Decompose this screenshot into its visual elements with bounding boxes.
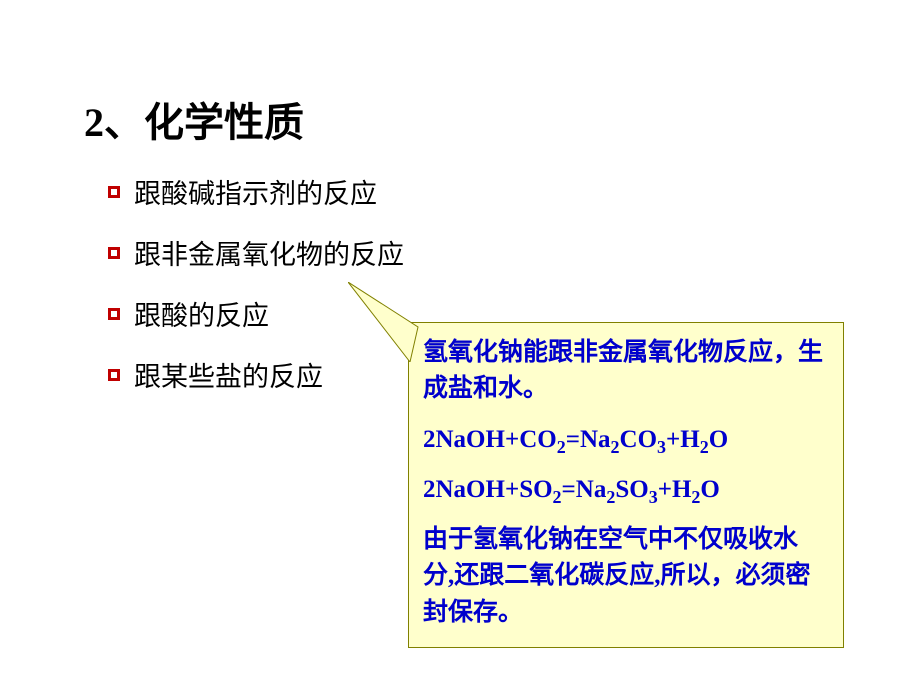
eq-part: O (700, 476, 719, 503)
bullet-label: 跟酸碱指示剂的反应 (134, 172, 377, 211)
eq-part: 2NaOH+SO (423, 476, 553, 503)
eq-sub: 3 (649, 487, 658, 507)
section-title: 2、化学性质 (84, 90, 304, 148)
eq-part: =Na (566, 426, 611, 453)
eq-part: SO (615, 476, 648, 503)
eq-sub: 3 (657, 437, 666, 457)
eq-sub: 2 (553, 487, 562, 507)
bullet-label: 跟酸的反应 (134, 294, 269, 333)
eq-part: +H (666, 426, 700, 453)
eq-part: CO (620, 426, 658, 453)
eq-part: +H (658, 476, 692, 503)
list-item: 跟酸的反应 (108, 294, 404, 333)
bullet-list: 跟酸碱指示剂的反应 跟非金属氧化物的反应 跟酸的反应 跟某些盐的反应 (108, 172, 404, 416)
list-item: 跟酸碱指示剂的反应 (108, 172, 404, 211)
callout-intro: 氢氧化钠能跟非金属氧化物反应，生成盐和水。 (423, 335, 829, 408)
bullet-icon (108, 369, 120, 381)
bullet-label: 跟某些盐的反应 (134, 355, 323, 394)
list-item: 跟某些盐的反应 (108, 355, 404, 394)
eq-sub: 2 (557, 437, 566, 457)
equation-2: 2NaOH+SO2=Na2SO3+H2O (423, 472, 829, 508)
equation-1: 2NaOH+CO2=Na2CO3+H2O (423, 422, 829, 458)
bullet-icon (108, 186, 120, 198)
eq-sub: 2 (611, 437, 620, 457)
callout-box: 氢氧化钠能跟非金属氧化物反应，生成盐和水。 2NaOH+CO2=Na2CO3+H… (408, 322, 844, 648)
callout-outro: 由于氢氧化钠在空气中不仅吸收水分,还跟二氧化碳反应,所以，必须密封保存。 (423, 522, 829, 631)
eq-sub: 2 (606, 487, 615, 507)
bullet-icon (108, 308, 120, 320)
eq-part: =Na (562, 476, 607, 503)
eq-part: O (709, 426, 728, 453)
callout: 氢氧化钠能跟非金属氧化物反应，生成盐和水。 2NaOH+CO2=Na2CO3+H… (408, 322, 844, 648)
bullet-label: 跟非金属氧化物的反应 (134, 233, 404, 272)
eq-part: 2NaOH+CO (423, 426, 557, 453)
eq-sub: 2 (700, 437, 709, 457)
list-item: 跟非金属氧化物的反应 (108, 233, 404, 272)
bullet-icon (108, 247, 120, 259)
